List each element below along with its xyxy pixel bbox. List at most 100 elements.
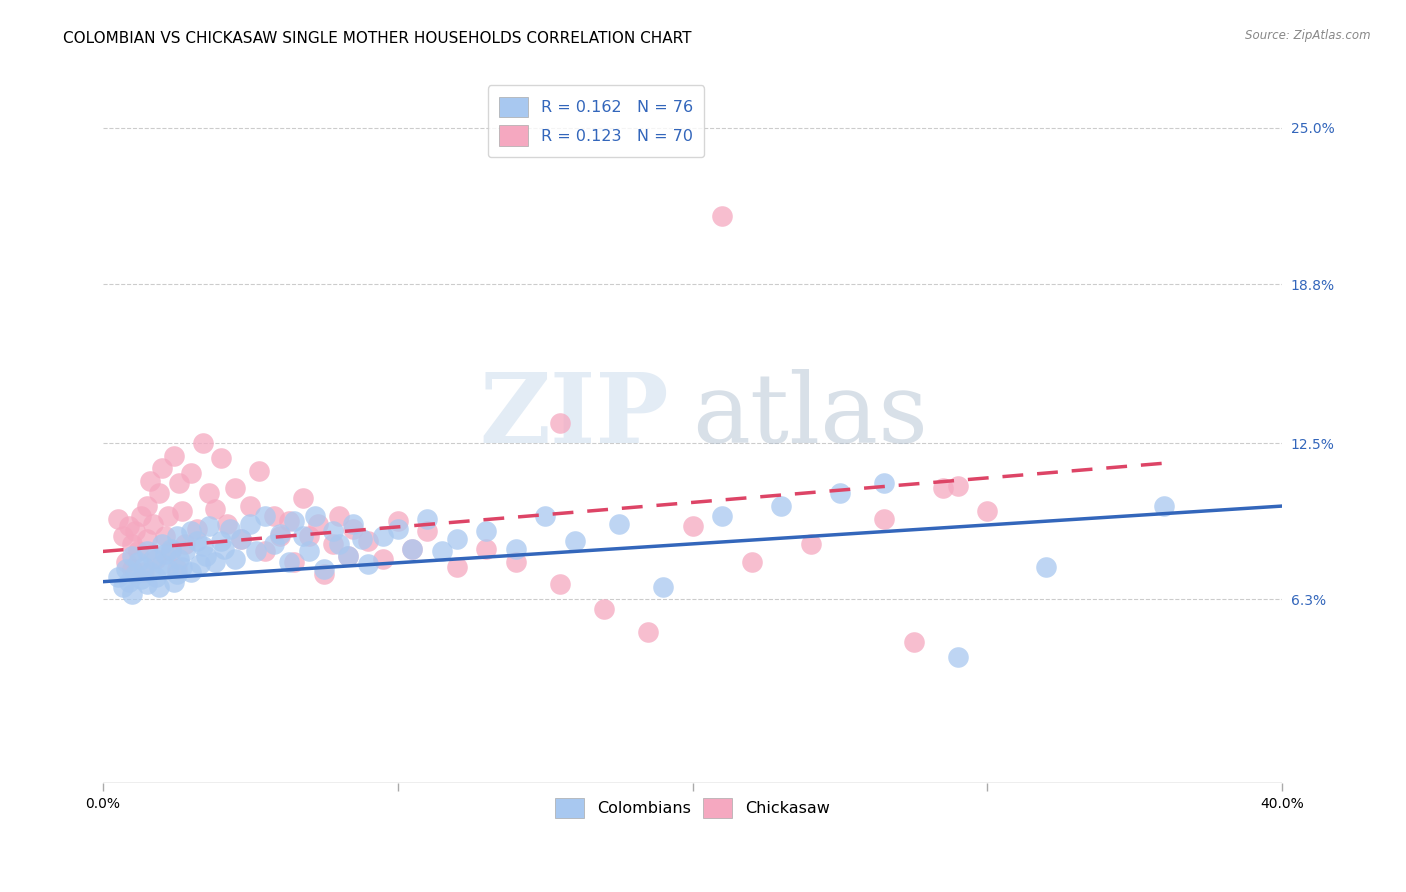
Point <box>253 544 276 558</box>
Point <box>416 524 439 539</box>
Point <box>277 555 299 569</box>
Point <box>107 511 129 525</box>
Point <box>387 514 409 528</box>
Point <box>159 541 181 556</box>
Point <box>322 537 344 551</box>
Point <box>253 509 276 524</box>
Point <box>873 511 896 525</box>
Point <box>150 537 173 551</box>
Point <box>357 534 380 549</box>
Point <box>828 486 851 500</box>
Point <box>118 519 141 533</box>
Point <box>475 524 498 539</box>
Point <box>799 537 821 551</box>
Point <box>198 486 221 500</box>
Point <box>121 537 143 551</box>
Point <box>292 529 315 543</box>
Point <box>446 532 468 546</box>
Point <box>328 537 350 551</box>
Point <box>148 486 170 500</box>
Point <box>107 569 129 583</box>
Point <box>307 516 329 531</box>
Point <box>180 467 202 481</box>
Point <box>180 565 202 579</box>
Point <box>142 552 165 566</box>
Point <box>336 549 359 564</box>
Point <box>239 499 262 513</box>
Point <box>195 549 218 564</box>
Point <box>387 522 409 536</box>
Point <box>1035 559 1057 574</box>
Point <box>652 580 675 594</box>
Point <box>711 209 734 223</box>
Point <box>269 526 291 541</box>
Point <box>174 544 197 558</box>
Point <box>416 511 439 525</box>
Point <box>231 532 253 546</box>
Point <box>245 544 267 558</box>
Point <box>156 562 179 576</box>
Point <box>186 534 208 549</box>
Point <box>873 476 896 491</box>
Point <box>139 474 162 488</box>
Point <box>247 464 270 478</box>
Point <box>142 516 165 531</box>
Point <box>166 567 188 582</box>
Point <box>198 519 221 533</box>
Point <box>169 476 191 491</box>
Point <box>769 499 792 513</box>
Point <box>115 555 138 569</box>
Point <box>534 509 557 524</box>
Point <box>548 577 571 591</box>
Point <box>446 559 468 574</box>
Point <box>139 565 162 579</box>
Point <box>129 509 152 524</box>
Point <box>263 509 285 524</box>
Point <box>505 541 527 556</box>
Point <box>136 532 159 546</box>
Point <box>401 541 423 556</box>
Point <box>218 522 240 536</box>
Point <box>209 451 232 466</box>
Point <box>136 577 159 591</box>
Point <box>209 534 232 549</box>
Point <box>153 529 176 543</box>
Point <box>401 541 423 556</box>
Point <box>328 509 350 524</box>
Point <box>153 547 176 561</box>
Point <box>224 482 246 496</box>
Point <box>711 509 734 524</box>
Point <box>159 544 181 558</box>
Point <box>215 516 238 531</box>
Point <box>124 567 146 582</box>
Point <box>976 504 998 518</box>
Point <box>156 509 179 524</box>
Point <box>548 416 571 430</box>
Point <box>607 516 630 531</box>
Point <box>121 549 143 564</box>
Point <box>231 532 253 546</box>
Point <box>298 529 321 543</box>
Text: ZIP: ZIP <box>479 369 669 463</box>
Point <box>430 544 453 558</box>
Point <box>312 562 335 576</box>
Point <box>682 519 704 533</box>
Point <box>741 555 763 569</box>
Point <box>145 552 167 566</box>
Point <box>172 559 194 574</box>
Point <box>212 541 235 556</box>
Text: atlas: atlas <box>693 369 928 463</box>
Point <box>204 555 226 569</box>
Point <box>121 587 143 601</box>
Point <box>162 449 184 463</box>
Point <box>127 555 149 569</box>
Point <box>150 557 173 571</box>
Point <box>166 529 188 543</box>
Point <box>169 552 191 566</box>
Point <box>336 549 359 564</box>
Point <box>312 567 335 582</box>
Point <box>342 516 364 531</box>
Point <box>118 574 141 589</box>
Point <box>112 580 135 594</box>
Point <box>277 514 299 528</box>
